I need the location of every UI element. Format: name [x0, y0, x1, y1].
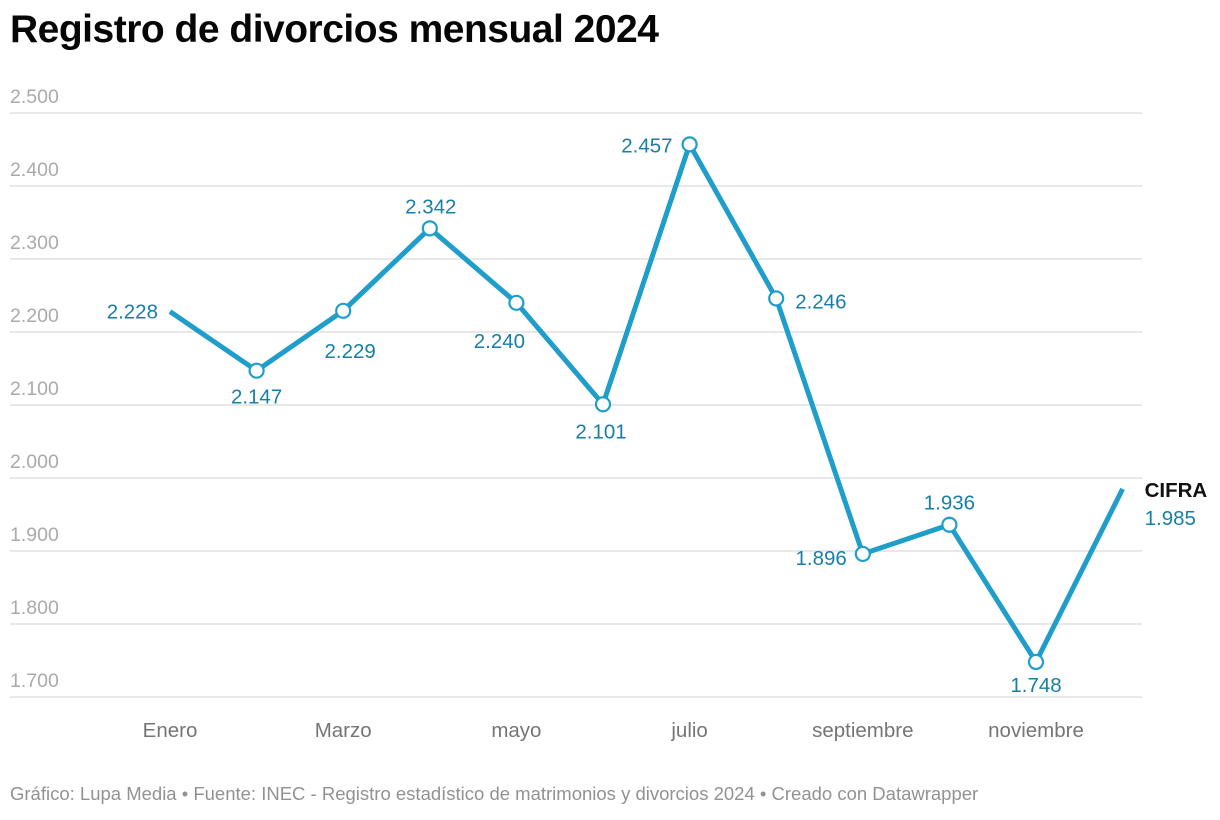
x-axis-tick-label: septiembre: [812, 719, 913, 742]
x-axis-tick-label: julio: [670, 719, 707, 742]
data-point-marker: [508, 294, 525, 311]
data-point-marker: [681, 136, 698, 153]
data-point-label: 2.101: [575, 420, 626, 443]
y-axis-tick-label: 2.300: [10, 232, 59, 254]
data-point-marker: [335, 302, 352, 319]
y-axis-tick-label: 2.200: [10, 305, 59, 327]
series-name-label: CIFRA: [1145, 479, 1208, 502]
data-point-label: 2.240: [474, 330, 525, 353]
x-axis-tick-label: Marzo: [315, 719, 372, 742]
data-point-marker: [768, 290, 785, 307]
data-point-marker: [421, 220, 438, 237]
data-point-marker: [248, 362, 265, 379]
data-point-label: 2.342: [405, 195, 456, 218]
y-axis-tick-label: 1.900: [10, 524, 59, 546]
data-point-label: 1.936: [924, 492, 975, 515]
data-point-label: 1.748: [1010, 674, 1061, 697]
data-point-marker: [941, 516, 958, 533]
line-chart: 2.500 2.400 2.300 2.200 2.100 2.000 1.900 1.800…: [10, 86, 1208, 742]
data-point-marker: [594, 396, 612, 413]
data-point-label: 1.896: [795, 547, 846, 570]
data-point-marker: [1027, 653, 1045, 671]
y-axis-tick-label: 2.000: [10, 451, 59, 473]
y-axis-tick-label: 2.500: [10, 86, 59, 108]
data-point-label: 2.147: [231, 386, 282, 409]
data-point-label: 2.246: [795, 290, 846, 313]
data-point-label: 2.229: [325, 340, 376, 363]
y-axis-tick-label: 2.400: [10, 159, 59, 181]
chart-title: Registro de divorcios mensual 2024: [10, 8, 659, 51]
y-axis-tick-label: 1.700: [10, 670, 59, 692]
x-axis-tick-label: Enero: [143, 719, 198, 742]
chart-attribution: Gráfico: Lupa Media • Fuente: INEC - Reg…: [10, 783, 979, 804]
y-axis-tick-label: 2.100: [10, 378, 59, 400]
data-point-marker: [854, 545, 871, 563]
data-line: [168, 141, 1125, 665]
series-end-value-label: 1.985: [1145, 507, 1196, 530]
data-point-label: 2.228: [107, 301, 158, 324]
data-point-label: 2.457: [621, 134, 672, 157]
y-axis-tick-label: 1.800: [10, 597, 59, 619]
x-axis-tick-label: mayo: [491, 719, 541, 742]
x-axis-tick-label: noviembre: [988, 719, 1084, 742]
